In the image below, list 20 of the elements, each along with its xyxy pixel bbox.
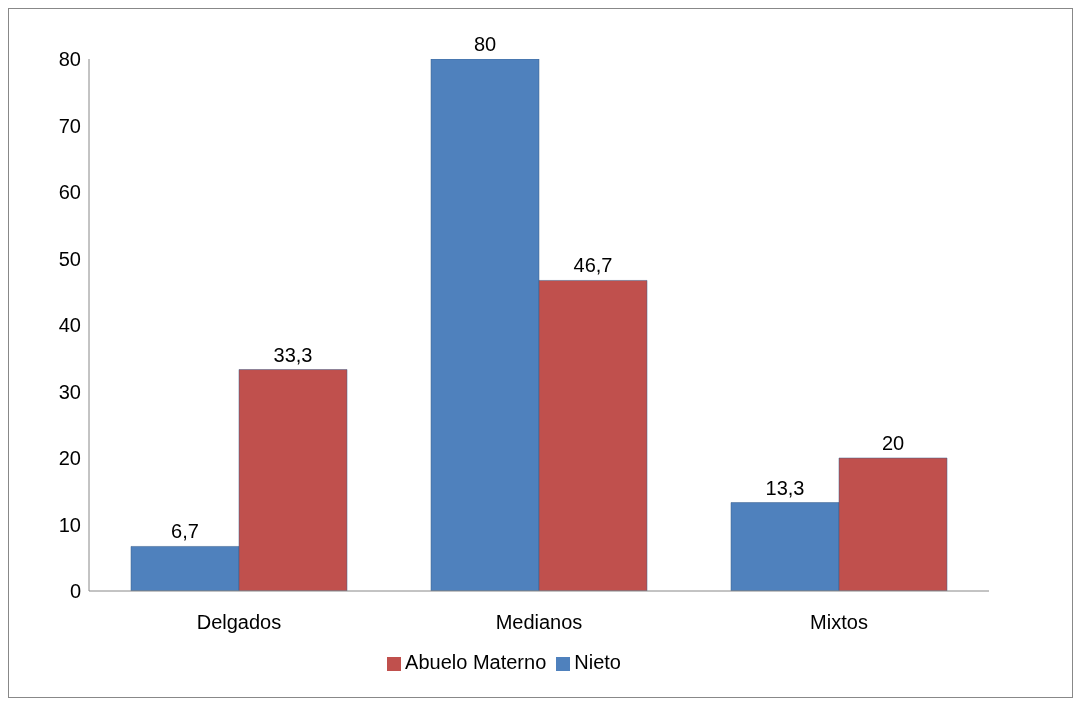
y-tick-label: 10 (58, 513, 81, 536)
x-tick-label: Delgados (196, 611, 282, 634)
y-tick-label: 0 (69, 580, 81, 603)
legend-label: Abuelo Materno (405, 651, 547, 673)
data-label: 20 (881, 432, 905, 454)
data-label: 33,3 (273, 343, 313, 366)
data-label: 13,3 (765, 476, 805, 499)
x-tick-label: Medianos (495, 611, 583, 634)
data-label: 80 (473, 33, 497, 55)
y-tick-label: 60 (58, 181, 81, 204)
y-tick-label: 70 (58, 114, 81, 137)
y-tick-label: 80 (58, 48, 81, 71)
data-label: 6,7 (171, 520, 199, 543)
data-label: 46,7 (573, 254, 613, 277)
x-tick-label: Mixtos (810, 611, 868, 634)
y-tick-label: 50 (58, 247, 81, 270)
y-tick-label: 20 (58, 447, 81, 470)
legend-label: Nieto (574, 651, 621, 673)
y-tick-label: 30 (58, 380, 81, 403)
y-tick-label: 40 (58, 314, 81, 337)
